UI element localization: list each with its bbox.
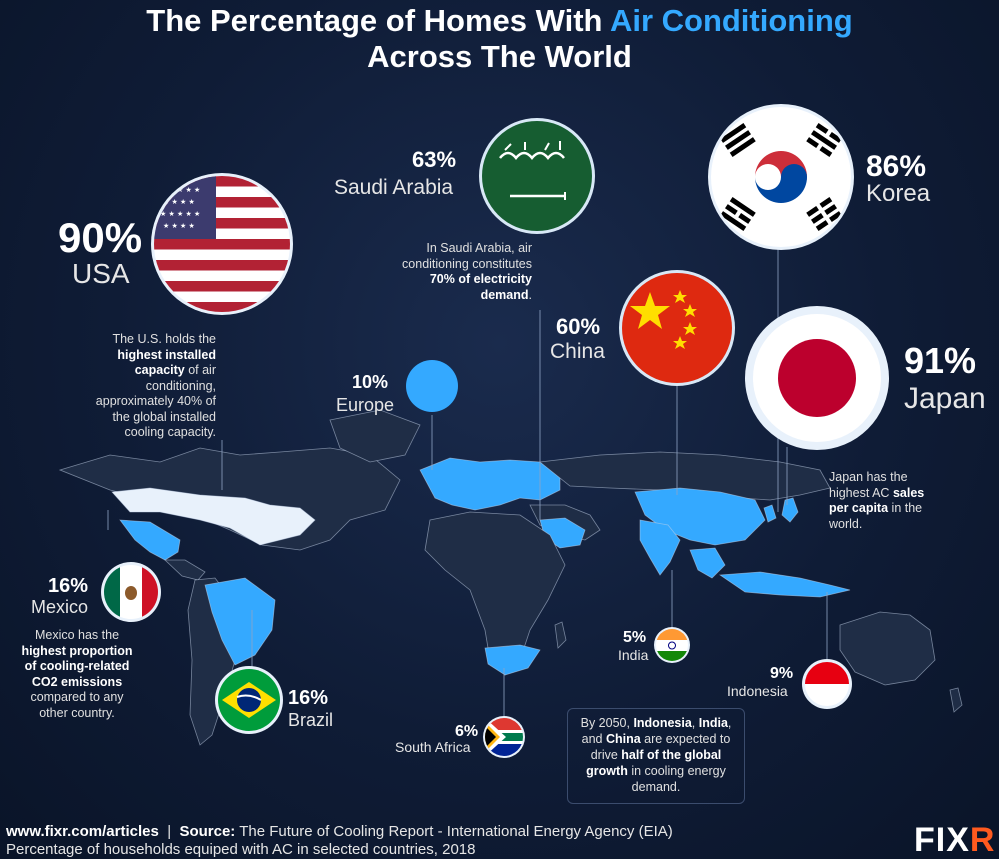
mexico-note: Mexico has the highest proportion of coo…: [18, 628, 136, 721]
indonesia-percent: 9%: [770, 665, 793, 682]
land-south-africa: [484, 644, 541, 676]
saudi-note-bold: 70% of electricity demand: [429, 272, 532, 302]
land-mexico: [119, 519, 181, 561]
footer-line-2: Percentage of households equiped with AC…: [6, 841, 476, 858]
brazil-flag: [218, 669, 280, 731]
saudi-arabia-percent: 63%: [412, 147, 456, 172]
growth-text-1: By 2050,: [580, 716, 634, 730]
japan-note-bold: sales per capita: [829, 485, 925, 516]
saudi-arabia-name: Saudi Arabia: [334, 176, 453, 199]
japan-flag-disc: [778, 339, 856, 417]
japan-note: Japan has the highest AC sales per capit…: [829, 470, 934, 532]
world-map: [58, 409, 963, 746]
saudi-note-text-2: .: [528, 287, 532, 302]
title-highlight: Air Conditioning: [609, 3, 853, 38]
fixr-logo: FIXR: [914, 822, 995, 858]
japan-name: Japan: [904, 382, 986, 415]
japan-percent: 91%: [904, 340, 976, 381]
footer-source-label: Source:: [179, 823, 236, 840]
land-india: [639, 519, 681, 576]
svg-text:★ ★ ★ ★: ★ ★ ★ ★: [163, 198, 195, 206]
europe-dot: [406, 360, 458, 412]
country-labels: 90% USA 63% Saudi Arabia 86% Korea 60% C…: [31, 147, 986, 755]
japan-note-text-1: Japan has the highest AC: [829, 470, 908, 500]
land-russia-asia: [539, 451, 831, 501]
growth-bold-china: China: [605, 732, 641, 746]
footer-site-link[interactable]: www.fixr.com/articles: [6, 823, 159, 840]
mexico-note-text-2: compared to any other country.: [30, 690, 124, 720]
land-southeast-asia: [689, 547, 726, 579]
saudi-arabia-flag: [482, 121, 592, 231]
logo-r: R: [969, 821, 996, 859]
mexico-flag: [104, 565, 158, 619]
saudi-arabia-note: In Saudi Arabia, air conditioning consti…: [396, 241, 532, 303]
europe-name: Europe: [336, 395, 394, 415]
india-percent: 5%: [623, 629, 646, 646]
saudi-note-text-1: In Saudi Arabia, air conditioning consti…: [402, 241, 532, 271]
land-europe: [419, 457, 561, 511]
logo-text: FIX: [914, 821, 970, 859]
south-africa-name: South Africa: [395, 739, 471, 755]
china-flag: [622, 273, 732, 383]
svg-text:★ ★ ★ ★: ★ ★ ★ ★: [163, 222, 195, 230]
china-name: China: [550, 340, 605, 363]
mexico-percent: 16%: [48, 575, 88, 597]
korea-name: Korea: [866, 180, 931, 207]
mexico-name: Mexico: [31, 597, 88, 617]
indonesia-name: Indonesia: [727, 683, 788, 699]
land-japan: [781, 497, 799, 523]
usa-name: USA: [72, 258, 130, 289]
footer: www.fixr.com/articles | Source: The Futu…: [6, 823, 673, 859]
china-percent: 60%: [556, 314, 600, 339]
indonesia-flag: [805, 662, 849, 706]
growth-text-3: , and: [581, 716, 732, 746]
usa-note: The U.S. holds the highest installed cap…: [86, 332, 216, 441]
india-name: India: [618, 647, 649, 663]
land-brazil: [204, 577, 276, 666]
growth-callout-box: By 2050, Indonesia, India, and China are…: [567, 708, 745, 804]
leader-lines: [107, 247, 828, 718]
mexico-note-text-1: Mexico has the: [34, 628, 120, 642]
land-greenland: [329, 409, 421, 463]
south-africa-percent: 6%: [455, 723, 478, 740]
india-flag: [656, 629, 688, 661]
growth-bold-indonesia: Indonesia: [633, 716, 692, 730]
usa-note-bold: highest installed capacity: [117, 347, 216, 378]
title-line-2: Across The World: [367, 39, 632, 74]
footer-separator: |: [167, 823, 172, 840]
land-usa: [111, 487, 316, 546]
growth-text-5: in cooling energy demand.: [627, 764, 726, 794]
footer-line-1: www.fixr.com/articles | Source: The Futu…: [6, 823, 673, 841]
growth-text-4: are expected to drive: [590, 732, 731, 762]
growth-text-2: ,: [691, 716, 699, 730]
growth-bold-half: half of the global growth: [586, 748, 722, 778]
usa-note-text-2: of air conditioning, approximately 40% o…: [95, 363, 216, 439]
usa-flag: ★ ★ ★ ★ ★ ★ ★ ★ ★ ★ ★ ★ ★ ★ ★ ★ ★ ★: [154, 176, 290, 312]
south-africa-flag: [485, 718, 523, 756]
land-new-zealand: [949, 687, 963, 713]
footer-source-text: The Future of Cooling Report - Internati…: [235, 823, 673, 840]
land-australia: [839, 611, 936, 686]
land-madagascar: [554, 621, 567, 649]
land-central-america: [163, 559, 206, 581]
mexico-note-bold: highest proportion of cooling-related CO…: [21, 643, 133, 689]
usa-note-text-1: The U.S. holds the: [112, 332, 216, 346]
brazil-percent: 16%: [288, 687, 328, 709]
land-korea: [763, 504, 777, 523]
growth-bold-india: India: [698, 716, 728, 730]
usa-percent: 90%: [58, 214, 142, 261]
korea-flag: [711, 107, 851, 247]
brazil-name: Brazil: [288, 710, 333, 730]
land-indonesia: [718, 571, 851, 598]
japan-note-text-2: in the world.: [829, 501, 923, 531]
title-line-1: The Percentage of Homes With Air Conditi…: [0, 3, 999, 39]
korea-percent: 86%: [866, 150, 926, 183]
svg-text:★ ★ ★ ★ ★: ★ ★ ★ ★ ★: [160, 210, 200, 218]
europe-percent: 10%: [352, 372, 388, 392]
title-prefix: The Percentage of Homes With: [146, 3, 610, 38]
